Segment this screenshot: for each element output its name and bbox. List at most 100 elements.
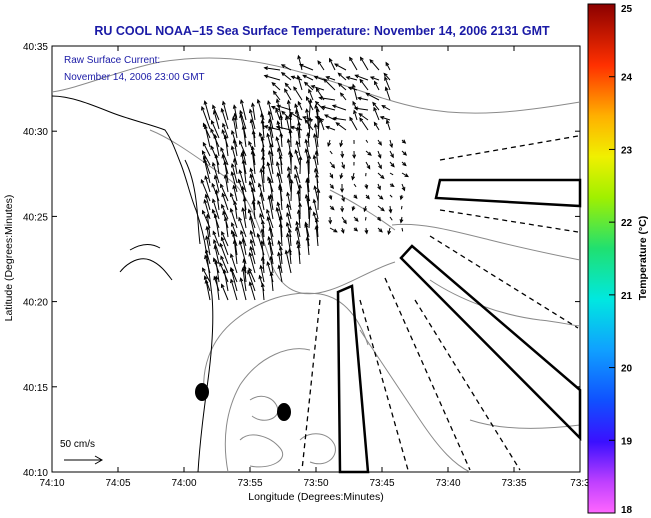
current-vector-head: [353, 227, 359, 232]
current-vector-head: [310, 84, 316, 89]
current-vector-head: [354, 74, 359, 79]
current-vector-head: [353, 194, 358, 199]
current-vector: [233, 105, 238, 121]
current-vector-head: [266, 260, 271, 266]
current-vector-head: [286, 212, 290, 217]
current-vector-head: [365, 92, 370, 97]
current-vector-head: [330, 206, 335, 211]
x-tick-label: 73:3: [570, 478, 590, 489]
current-vector: [365, 139, 369, 143]
current-vector-head: [263, 125, 269, 129]
current-vector-head: [268, 226, 273, 231]
current-vector-head: [294, 226, 299, 231]
current-vector-head: [313, 185, 318, 190]
current-vector-head: [289, 178, 294, 184]
y-tick-label: 40:20: [23, 298, 48, 309]
current-vector-head: [288, 150, 292, 155]
current-vector-head: [340, 207, 345, 213]
x-tick-label: 73:55: [237, 478, 262, 489]
current-vector: [338, 72, 347, 81]
current-vector-head: [259, 264, 264, 270]
colorbar-tick-label: 18: [621, 505, 633, 516]
current-vector-head: [296, 189, 301, 195]
current-vector-head: [241, 267, 246, 272]
current-vector-head: [242, 264, 247, 270]
current-vector: [275, 109, 281, 121]
current-vector-head: [211, 198, 216, 203]
current-vector: [313, 199, 319, 220]
current-vector-head: [308, 117, 313, 122]
current-vector: [203, 159, 211, 184]
current-vector-head: [278, 215, 283, 221]
current-vector: [204, 276, 211, 292]
current-vector-head: [260, 112, 265, 118]
current-vector: [389, 150, 394, 158]
current-vector: [260, 193, 265, 211]
current-vector-head: [298, 202, 302, 207]
current-vector-head: [257, 182, 262, 188]
annotation-line1: Raw Surface Current:: [64, 55, 160, 66]
current-vector-head: [221, 128, 226, 134]
current-vector-head: [259, 168, 264, 173]
current-vector-head: [275, 125, 281, 130]
current-vector-head: [402, 162, 407, 167]
current-vector: [366, 93, 380, 101]
current-vector: [212, 231, 220, 247]
current-vector-head: [267, 194, 272, 200]
current-vector-head: [238, 240, 243, 245]
current-vector: [204, 125, 211, 148]
current-vector-head: [286, 191, 290, 197]
current-vector-head: [260, 240, 265, 245]
current-vector: [204, 199, 211, 220]
current-vector: [251, 103, 256, 121]
current-vector-head: [241, 237, 246, 243]
current-vector-head: [320, 105, 326, 110]
scale-arrow: [64, 455, 104, 465]
current-vector: [349, 117, 358, 131]
current-vector: [295, 150, 301, 166]
current-vector: [204, 255, 211, 274]
current-vector-head: [267, 99, 271, 105]
current-vector: [234, 201, 238, 220]
current-vector-head: [205, 225, 210, 231]
current-vector-head: [247, 269, 251, 275]
current-vector-head: [222, 268, 227, 274]
current-vector-head: [286, 166, 291, 171]
current-vector: [261, 241, 265, 265]
current-vector: [380, 116, 391, 121]
current-vector-head: [249, 245, 254, 251]
x-tick-label: 74:00: [171, 478, 196, 489]
y-tick-label: 40:30: [23, 127, 48, 138]
current-vector: [239, 240, 247, 265]
current-vector: [297, 75, 303, 91]
current-vector: [321, 106, 336, 111]
current-vector-head: [327, 142, 331, 148]
current-vector-head: [325, 76, 330, 80]
current-vector-head: [249, 229, 254, 235]
y-tick-label: 40:35: [23, 42, 48, 53]
current-vector-head: [241, 125, 246, 130]
current-vector: [305, 224, 310, 247]
current-vector: [231, 130, 238, 148]
current-vector-head: [349, 116, 354, 121]
current-vector: [377, 150, 382, 158]
x-axis: 74:10 74:05 74:00 73:55 73:50 73:45 73:40 73:35…: [39, 46, 590, 489]
current-vector: [201, 106, 211, 130]
current-vector-head: [210, 145, 215, 150]
current-vector-head: [284, 115, 289, 121]
current-vector: [279, 186, 283, 211]
current-vector: [289, 249, 292, 265]
current-vector-head: [298, 155, 303, 161]
current-vector-head: [390, 183, 395, 187]
current-vector: [242, 126, 247, 148]
current-vector: [268, 127, 274, 148]
current-vector-head: [280, 64, 286, 68]
current-vector-head: [376, 216, 381, 222]
current-vector: [215, 276, 220, 301]
current-vector: [307, 197, 310, 220]
current-vector: [214, 175, 220, 193]
current-vector-head: [332, 116, 337, 121]
current-vector-head: [351, 175, 356, 181]
current-vector: [333, 117, 347, 121]
current-vector-head: [367, 151, 372, 156]
